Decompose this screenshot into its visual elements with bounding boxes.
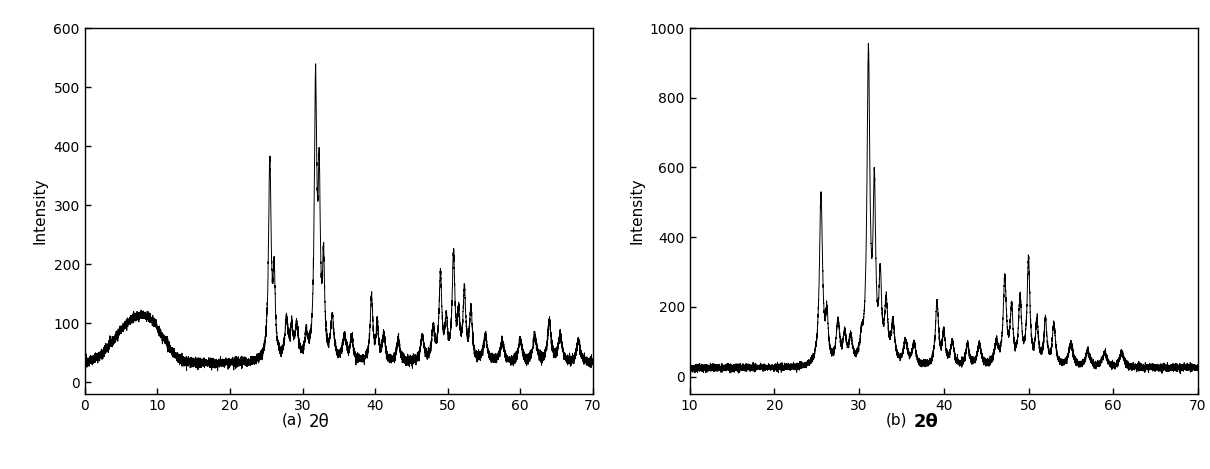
Y-axis label: Intensity: Intensity <box>33 178 48 244</box>
Text: (b): (b) <box>886 413 908 428</box>
Text: 2θ: 2θ <box>309 413 329 431</box>
Y-axis label: Intensity: Intensity <box>629 178 644 244</box>
Text: (a): (a) <box>282 413 302 428</box>
Text: 2θ: 2θ <box>914 413 938 431</box>
